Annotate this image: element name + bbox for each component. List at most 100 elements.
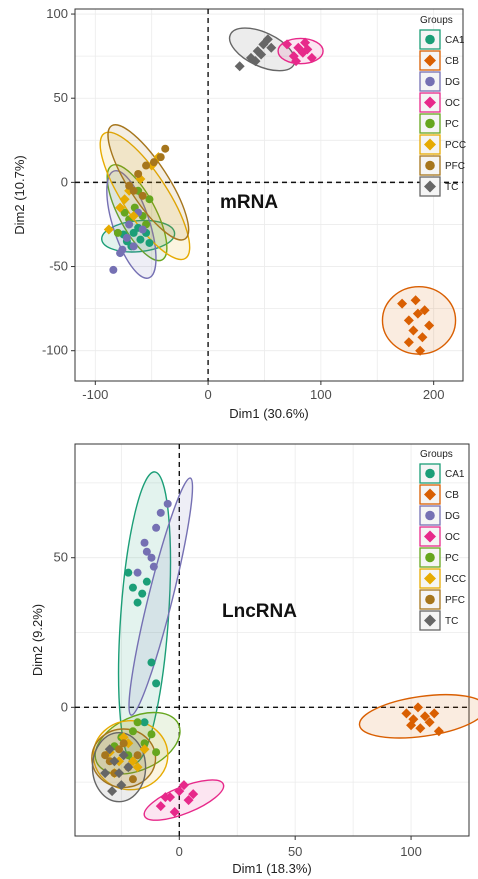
point-tc [118,750,129,761]
point-pcc [139,744,150,755]
y-axis-label: Dim2 (9.2%) [30,604,45,676]
point-dg [163,499,172,508]
point-pfc [101,751,110,760]
point-tc [114,768,125,779]
point-tc [234,61,245,72]
point-tc [256,49,267,60]
point-pcc [119,194,130,205]
point-cb [403,315,414,326]
point-tc [109,756,120,767]
legend-symbol-pc [425,118,435,129]
panel-lncrna: LncRNA 0 50 100 50 0 Dim1 (18.3%) Dim2 (9.2%) Gr… [30,443,478,876]
point-pfc [134,169,143,178]
x-tick-label: 0 [176,844,183,859]
point-cb [424,320,435,331]
panel-border [74,443,470,837]
point-oc [155,801,166,812]
point-dg [140,538,149,547]
legend-label-cb: CB [445,490,459,501]
legend-label-tc: TC [445,182,458,193]
point-oc [282,39,293,50]
point-pfc [129,186,138,195]
point-dg [118,245,127,254]
point-ca1 [142,577,151,586]
point-ca1 [140,718,149,727]
legend-label-pc: PC [445,553,459,564]
y-tick-label: 0 [61,699,68,714]
x-tick-label: 50 [288,844,302,859]
y-tick-label: 0 [61,174,68,189]
legend-label-pc: PC [445,119,459,130]
point-pc [140,739,149,748]
panel-mrna: mRNA -100 0 100 200 100 50 0 -50 -100 Dim1 (30.6%)… [12,6,466,421]
point-pcc [103,224,114,235]
legend-label-oc: OC [445,532,460,543]
x-tick-label: 0 [204,387,211,402]
legend-symbol-ca1 [425,34,435,45]
y-tick-label: 50 [54,90,68,105]
legend: Groups CA1 CB DG OC PC PCC PFC TC [419,15,466,197]
point-pcc [118,732,129,743]
point-tc [123,762,134,773]
point-tc [262,34,273,45]
point-pcc [132,762,143,773]
point-tc [107,786,118,797]
x-tick-label: 100 [400,844,422,859]
chart-annotation: LncRNA [222,601,297,622]
point-oc [169,807,180,818]
point-pfc [128,775,137,784]
point-dg [149,562,158,571]
point-dg [138,225,147,234]
y-tick-label: 100 [46,6,68,21]
point-oc [291,56,302,67]
point-ca1 [136,235,145,244]
ellipse-cb [381,285,457,355]
point-ca1 [152,679,161,688]
point-pfc [161,144,170,153]
point-pfc [119,739,128,748]
point-cb [419,711,430,722]
legend-label-dg: DG [445,511,460,522]
x-tick-label: 200 [423,387,445,402]
legend-symbol-pfc [425,594,435,605]
point-oc [178,780,189,791]
point-pfc [149,158,158,167]
point-ca1 [138,589,147,598]
grid [75,9,463,381]
point-cb [403,337,414,348]
point-dg [122,233,131,242]
point-pc [128,727,137,736]
chart-annotation: mRNA [220,192,278,213]
legend-label-pfc: PFC [445,161,465,172]
point-ca1 [133,598,142,607]
panel-border [74,8,464,382]
point-ca1 [145,238,154,247]
point-dg [109,265,118,274]
point-tc [250,56,261,67]
point-cb [406,720,417,731]
point-cb [415,345,426,356]
point-cb [408,325,419,336]
point-cb [401,708,412,719]
point-oc [174,786,185,797]
legend-label-ca1: CA1 [445,469,465,480]
point-tc [100,768,111,779]
legend-symbol-cb [424,488,436,501]
point-oc [306,52,317,63]
point-cb [429,708,440,719]
y-tick-label: 50 [54,550,68,565]
point-pc [120,208,129,217]
point-oc [183,795,194,806]
point-cb [413,702,424,713]
legend-symbol-pfc [425,160,435,171]
point-tc [266,42,277,53]
y-tick-label: -50 [49,259,68,274]
point-oc [188,789,199,800]
point-dg [156,508,165,517]
point-dg [125,220,134,229]
point-pfc [142,161,151,170]
legend-label-ca1: CA1 [445,35,465,46]
legend-label-dg: DG [445,77,460,88]
point-ca1 [147,658,156,667]
point-tc [116,780,127,791]
